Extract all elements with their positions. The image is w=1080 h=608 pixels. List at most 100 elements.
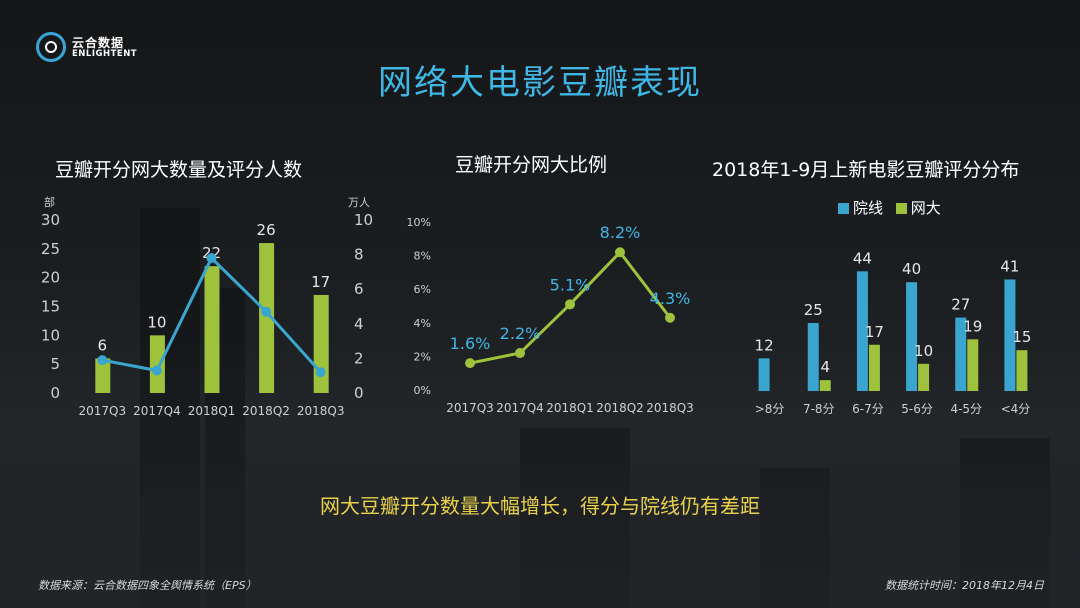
chart3-bar-cinema <box>1004 279 1016 391</box>
chart1-raters-point <box>261 306 272 317</box>
chart3-bar-label: 10 <box>914 342 933 360</box>
logo-icon <box>36 32 66 62</box>
chart1-bar <box>313 294 329 393</box>
chart1-count-and-raters: 部万人051015202530024681062017Q3102017Q4222… <box>41 195 373 418</box>
chart3-bar-web <box>868 344 880 391</box>
left-axis-tick: 20 <box>41 269 60 287</box>
chart1-x-tick: 2018Q1 <box>188 404 236 418</box>
chart1-title: 豆瓣开分网大数量及评分人数 <box>55 159 303 181</box>
chart2-y-tick: 4% <box>414 317 431 330</box>
chart1-bar <box>95 358 111 393</box>
footer-source: 数据来源：云合数据四象全舆情系统（EPS） <box>38 579 257 592</box>
chart3-bar-cinema <box>807 323 819 391</box>
chart2-title: 豆瓣开分网大比例 <box>455 154 608 176</box>
right-axis-tick: 4 <box>354 315 364 333</box>
chart3-bar-web <box>967 339 979 391</box>
chart1-raters-point <box>97 355 108 366</box>
right-axis-tick: 8 <box>354 246 364 264</box>
chart2-y-tick: 10% <box>407 216 431 229</box>
legend-label-cinema: 院线 <box>853 199 884 217</box>
chart2-y-tick: 6% <box>414 283 431 296</box>
chart2-ratio-point <box>465 358 475 369</box>
chart1-bar <box>149 335 165 393</box>
footer-date: 数据统计时间：2018年12月4日 <box>885 579 1044 592</box>
legend-swatch-cinema <box>838 203 849 214</box>
chart1-raters-point <box>315 367 326 378</box>
chart1-x-tick: 2018Q3 <box>297 404 345 418</box>
chart2-ratio-line: 0% 2% 4% 6% 8% 10% 1.6% 2017Q3 2.2% 2017Q4 5.1% 201… <box>407 216 694 415</box>
right-axis-tick: 0 <box>354 384 364 402</box>
chart3-bar-cinema <box>758 358 770 391</box>
chart1-bar-label: 10 <box>147 313 166 331</box>
page-title: 网络大电影豆瓣表现 <box>378 63 702 103</box>
chart3-bar-label: 19 <box>963 317 982 335</box>
chart1-x-tick: 2018Q2 <box>242 404 290 418</box>
chart2-x-tick: 2017Q3 <box>446 401 494 415</box>
chart3-bar-cinema <box>955 317 967 391</box>
right-axis-unit: 万人 <box>348 196 370 209</box>
chart2-ratio-point <box>565 299 575 310</box>
left-axis-tick: 10 <box>41 326 60 344</box>
chart1-x-tick: 2017Q3 <box>78 404 126 418</box>
chart3-bar-web <box>918 363 930 391</box>
chart3-legend: 院线 网大 <box>838 197 941 218</box>
chart3-bar-label: 25 <box>804 301 823 319</box>
chart1-bar <box>259 243 275 393</box>
chart2-x-tick: 2018Q1 <box>546 401 594 415</box>
chart1-bar <box>204 266 220 393</box>
chart3-bar-web <box>819 380 831 391</box>
chart2-x-tick: 2018Q2 <box>596 401 644 415</box>
chart2-y-tick: 8% <box>414 250 431 263</box>
legend-swatch-web <box>895 203 907 214</box>
chart3-bar-label: 17 <box>865 323 884 341</box>
chart1-raters-point <box>206 253 217 264</box>
chart3-x-tick: 6-7分 <box>852 402 884 416</box>
chart2-x-tick: 2017Q4 <box>496 401 544 415</box>
left-axis-tick: 15 <box>41 298 60 316</box>
chart2-y-tick: 2% <box>414 350 431 363</box>
brand-logo: 云合数据 ENLIGHTENT <box>36 32 166 66</box>
chart3-x-tick: 4-5分 <box>950 402 982 416</box>
chart3-bar-cinema <box>856 271 868 391</box>
chart3-bar-label: 15 <box>1012 328 1031 346</box>
chart2-data-label: 2.2% <box>500 324 541 343</box>
chart2-data-label: 4.3% <box>650 289 691 308</box>
chart3-bar-label: 40 <box>902 260 921 278</box>
chart2-data-label: 1.6% <box>450 334 491 353</box>
background-haze <box>0 348 1080 608</box>
left-axis-unit: 部 <box>44 195 55 209</box>
conclusion-text: 网大豆瓣开分数量大幅增长，得分与院线仍有差距 <box>320 494 760 518</box>
chart3-bar-label: 12 <box>755 336 774 354</box>
chart3-x-tick: 5-6分 <box>901 402 933 416</box>
chart1-raters-point <box>151 365 162 376</box>
chart2-x-tick: 2018Q3 <box>646 401 694 415</box>
right-axis-tick: 10 <box>354 211 373 229</box>
chart2-data-label: 5.1% <box>550 275 591 294</box>
chart3-x-tick: 7-8分 <box>803 402 835 416</box>
chart1-bar-label: 17 <box>311 273 330 291</box>
chart3-x-tick: <4分 <box>1001 402 1031 416</box>
right-axis-tick: 6 <box>354 280 364 298</box>
chart1-x-tick: 2017Q4 <box>133 404 181 418</box>
chart3-x-tick: >8分 <box>755 402 785 416</box>
brand-name-en: ENLIGHTENT <box>72 49 138 59</box>
chart2-ratio-point <box>515 348 525 359</box>
chart3-bar-label: 44 <box>853 249 872 267</box>
chart2-ratio-point <box>615 247 625 258</box>
chart2-ratio-point <box>665 312 675 323</box>
chart2-y-tick: 0% <box>414 384 431 397</box>
left-axis-tick: 0 <box>50 384 60 402</box>
left-axis-tick: 25 <box>41 240 60 258</box>
left-axis-tick: 30 <box>41 211 60 229</box>
chart1-bar-label: 26 <box>257 221 276 239</box>
chart3-bar-label: 27 <box>951 296 970 314</box>
chart3-bar-web <box>1016 350 1028 391</box>
brand-name-cn: 云合数据 <box>72 36 125 50</box>
legend-label-web: 网大 <box>910 199 941 217</box>
chart2-data-label: 8.2% <box>600 223 641 242</box>
chart1-bar-label: 6 <box>98 336 108 354</box>
chart3-title: 2018年1-9月上新电影豆瓣评分分布 <box>712 159 1020 181</box>
left-axis-tick: 5 <box>50 355 60 373</box>
chart3-bar-label: 4 <box>820 358 830 376</box>
